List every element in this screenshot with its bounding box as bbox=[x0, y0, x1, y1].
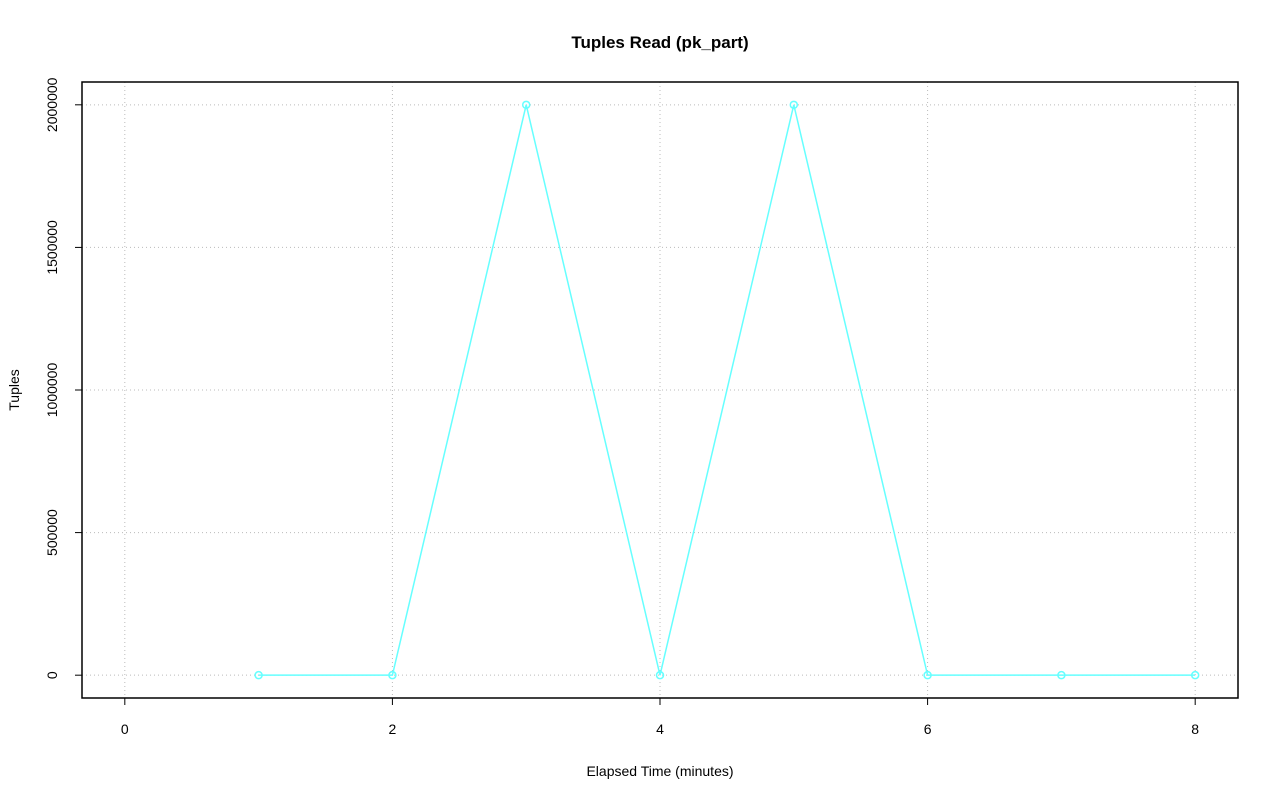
x-tick-label: 2 bbox=[389, 721, 397, 737]
data-point bbox=[521, 100, 531, 110]
x-tick-label: 4 bbox=[656, 721, 664, 737]
data-point bbox=[1057, 670, 1066, 680]
x-tick-label: 6 bbox=[924, 721, 932, 737]
data-point bbox=[254, 670, 263, 680]
y-tick-label: 0 bbox=[44, 671, 60, 679]
data-point bbox=[789, 100, 799, 110]
data-line bbox=[258, 104, 1196, 676]
y-axis-label: Tuples bbox=[6, 369, 22, 411]
data-point bbox=[655, 670, 665, 680]
x-tick-label: 0 bbox=[121, 721, 129, 737]
y-tick-label: 1500000 bbox=[44, 220, 60, 275]
y-tick-label: 1000000 bbox=[44, 363, 60, 418]
x-tick-label: 8 bbox=[1191, 721, 1199, 737]
data-point bbox=[1190, 670, 1200, 680]
chart-title: Tuples Read (pk_part) bbox=[571, 33, 748, 52]
x-axis-label: Elapsed Time (minutes) bbox=[586, 763, 733, 779]
plot-frame bbox=[81, 81, 1239, 699]
y-tick-label: 500000 bbox=[44, 509, 60, 556]
data-point bbox=[388, 670, 397, 680]
y-tick-label: 2000000 bbox=[44, 77, 60, 132]
data-point bbox=[923, 670, 932, 680]
